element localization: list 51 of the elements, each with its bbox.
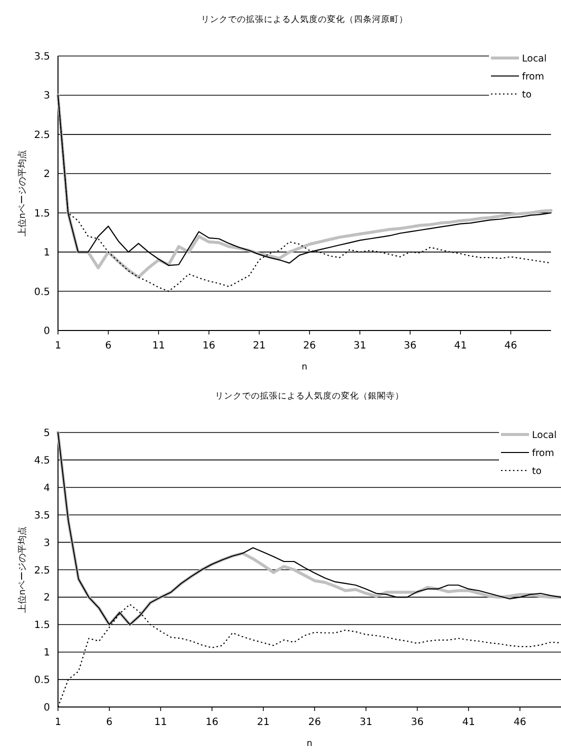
y-tick-label: 3 [44, 90, 50, 102]
x-axis-title: n [306, 739, 312, 749]
y-tick-label: 2 [44, 169, 50, 180]
x-tick-label: 26 [308, 717, 321, 728]
y-tick-label: 2.5 [34, 565, 50, 576]
legend-label: from [522, 72, 544, 82]
legend-label: to [532, 466, 542, 477]
y-tick-label: 0.5 [34, 286, 50, 298]
x-tick-label: 1 [54, 717, 62, 728]
y-tick-label: 5 [44, 428, 50, 439]
x-tick-label: 6 [106, 717, 113, 728]
x-tick-label: 6 [105, 340, 112, 352]
legend-label: to [522, 90, 532, 100]
y-tick-label: 1 [44, 648, 50, 659]
x-tick-label: 26 [303, 340, 316, 352]
y-tick-label: 0 [44, 326, 50, 337]
y-tick-label: 3.5 [34, 510, 50, 522]
legend-label: Local [532, 430, 557, 441]
x-tick-label: 36 [404, 340, 417, 352]
y-axis-title: 上位nページの平均点 [17, 150, 28, 237]
x-tick-label: 16 [202, 340, 216, 352]
x-tick-label: 21 [256, 717, 270, 728]
y-tick-label: 3.5 [34, 52, 50, 62]
y-tick-label: 4.5 [34, 455, 50, 466]
y-tick-label: 2.5 [34, 130, 50, 141]
x-tick-label: 36 [410, 717, 424, 728]
y-tick-label: 2 [44, 592, 50, 604]
y-tick-label: 1 [44, 248, 50, 259]
y-tick-label: 1.5 [34, 208, 50, 220]
x-tick-label: 21 [252, 340, 266, 352]
x-tick-label: 1 [54, 340, 62, 352]
x-axis-title: n [302, 362, 308, 372]
chart-title: リンクでの拡張による人気度の変化（四条河原町） [201, 14, 408, 25]
x-tick-label: 16 [206, 717, 218, 728]
x-tick-label: 31 [353, 340, 366, 352]
x-tick-label: 11 [152, 340, 165, 352]
y-tick-label: 0.5 [34, 675, 50, 686]
y-tick-label: 4 [44, 482, 50, 494]
y-tick-label: 1.5 [34, 620, 50, 632]
x-tick-label: 46 [504, 340, 518, 352]
x-tick-label: 11 [154, 717, 168, 728]
y-tick-label: 3 [44, 538, 50, 549]
legend-label: from [532, 448, 554, 459]
x-tick-label: 41 [462, 717, 475, 728]
y-tick-label: 0 [44, 702, 50, 714]
y-axis-title: 上位nページの平均点 [17, 526, 28, 614]
legend-label: Local [522, 54, 547, 64]
x-tick-label: 46 [514, 717, 526, 728]
chart-title: リンクでの拡張による人気度の変化（銀閣寺） [215, 390, 404, 402]
x-tick-label: 41 [454, 340, 467, 352]
x-tick-label: 31 [360, 717, 372, 728]
